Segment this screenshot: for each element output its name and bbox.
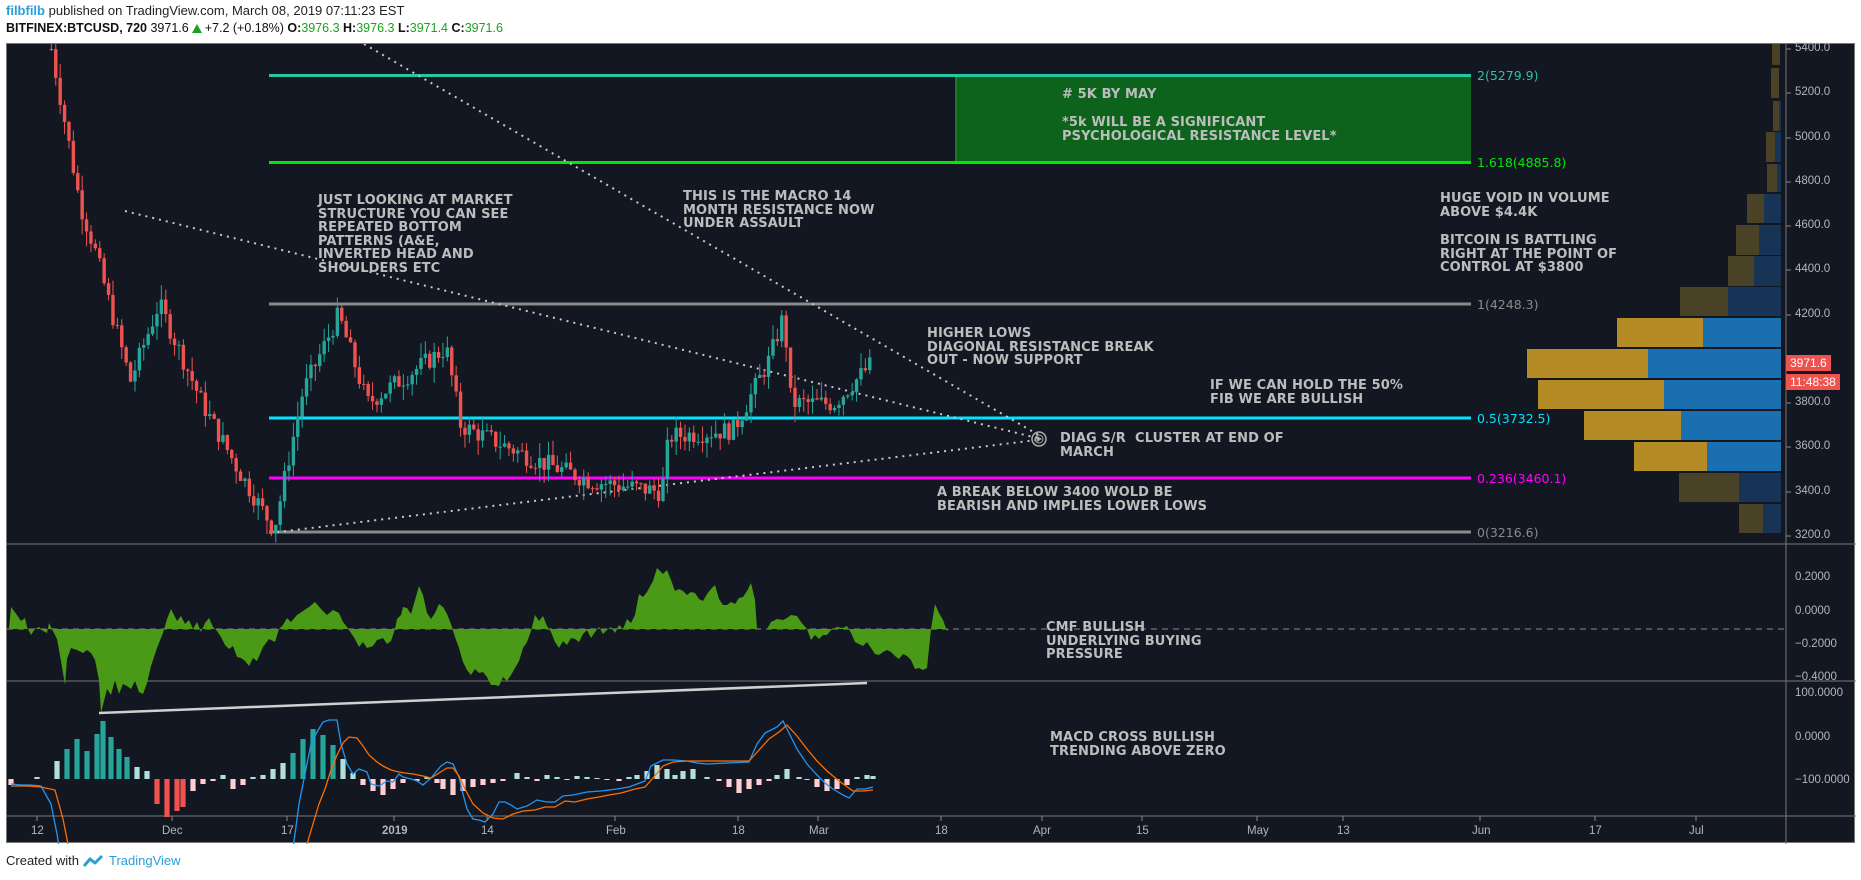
low-label: L:	[397, 21, 410, 35]
chart-area[interactable]: 2(5279.9) 1.618(4885.8) 1(4248.3) 0.5(37…	[6, 42, 1856, 844]
cmf-tick: −0.2000	[1795, 638, 1837, 650]
fib-label-2: 2(5279.9)	[1477, 68, 1539, 83]
low-value: 3971.4	[409, 21, 448, 35]
cmf-trendline[interactable]	[98, 681, 868, 715]
cmf-tick: 0.2000	[1795, 571, 1831, 583]
annotation-poc[interactable]: BITCOIN IS BATTLING RIGHT AT THE POINT O…	[1440, 233, 1618, 275]
time-tick: 12	[31, 825, 44, 837]
annotation-volume-void[interactable]: HUGE VOID IN VOLUME ABOVE $4.4K	[1440, 191, 1610, 220]
fib-label-05: 0.5(3732.5)	[1477, 411, 1551, 426]
fib-label-1618: 1.618(4885.8)	[1477, 155, 1567, 170]
time-tick: 18	[935, 825, 948, 837]
cmf-tick: 0.0000	[1795, 605, 1831, 617]
time-tick: 2019	[382, 825, 408, 837]
annotation-higher-lows[interactable]: HIGHER LOWS DIAGONAL RESISTANCE BREAK OU…	[927, 326, 1154, 368]
macd-tick: 100.0000	[1795, 687, 1843, 699]
price-tick: 3800.0	[1795, 396, 1831, 408]
price-tick: 5400.0	[1795, 42, 1831, 54]
high-label: H:	[343, 21, 357, 35]
high-value: 3976.3	[356, 21, 395, 35]
macd-tick: −100.0000	[1795, 774, 1850, 786]
time-axis-ticks	[36, 816, 1697, 821]
annotation-5k-title[interactable]: # 5K BY MAY	[1062, 87, 1157, 102]
current-price-tag: 3971.6	[1786, 355, 1831, 371]
time-tick: Feb	[606, 825, 626, 837]
annotation-hold-fib[interactable]: IF WE CAN HOLD THE 50% FIB WE ARE BULLIS…	[1210, 378, 1403, 407]
annotation-cmf[interactable]: CMF BULLISH UNDERLYING BUYING PRESSURE	[1046, 620, 1202, 662]
volume-profile	[1527, 44, 1781, 533]
candlestick-series[interactable]	[49, 44, 872, 543]
macd-tick: 0.0000	[1795, 731, 1831, 743]
price-axis-ticks	[1786, 48, 1791, 537]
tradingview-logo-icon	[82, 854, 104, 867]
last-price: 3971.6	[150, 21, 189, 35]
annotation-macd[interactable]: MACD CROSS BULLISH TRENDING ABOVE ZERO	[1050, 730, 1226, 759]
up-arrow-icon	[191, 24, 202, 33]
price-tick: 4600.0	[1795, 219, 1831, 231]
time-tick: Dec	[162, 825, 183, 837]
price-tick: 3400.0	[1795, 485, 1831, 497]
time-tick: Jun	[1472, 825, 1491, 837]
price-change: +7.2 (+0.18%)	[204, 21, 284, 35]
time-tick: Mar	[809, 825, 829, 837]
created-with-text: Created with	[6, 853, 79, 868]
open-label: O:	[287, 21, 302, 35]
price-tick: 5200.0	[1795, 86, 1831, 98]
annotation-market-structure[interactable]: JUST LOOKING AT MARKET STRUCTURE YOU CAN…	[318, 193, 513, 276]
open-value: 3976.3	[301, 21, 340, 35]
close-value: 3971.6	[464, 21, 503, 35]
footer: Created with TradingView	[6, 853, 181, 868]
symbol-name: BITFINEX:BTCUSD, 720	[6, 21, 147, 35]
time-tick: 15	[1136, 825, 1149, 837]
author-link[interactable]: filbfilb	[6, 3, 45, 18]
signal-line[interactable]	[11, 724, 874, 844]
price-tick: 3600.0	[1795, 440, 1831, 452]
time-tick: 17	[281, 825, 294, 837]
fib-label-0: 0(3216.6)	[1477, 525, 1539, 540]
fib-label-1: 1(4248.3)	[1477, 297, 1539, 312]
cmf-area[interactable]	[9, 568, 949, 713]
target-circle-icon[interactable]	[1031, 431, 1047, 447]
price-tick: 4800.0	[1795, 175, 1831, 187]
close-label: C:	[451, 21, 465, 35]
publish-info: filbfilb published on TradingView.com, M…	[6, 3, 404, 18]
price-tick: 4400.0	[1795, 263, 1831, 275]
annotation-break-below[interactable]: A BREAK BELOW 3400 WOLD BE BEARISH AND I…	[937, 485, 1208, 514]
time-tick: 18	[732, 825, 745, 837]
price-tick: 3200.0	[1795, 529, 1831, 541]
price-tick: 5000.0	[1795, 131, 1831, 143]
time-tick: May	[1247, 825, 1269, 837]
fib-label-0236: 0.236(3460.1)	[1477, 471, 1567, 486]
tradingview-link[interactable]: TradingView	[108, 853, 181, 868]
annotation-diag-cluster[interactable]: DIAG S/R CLUSTER AT END OF MARCH	[1060, 431, 1284, 460]
price-tick: 4200.0	[1795, 308, 1831, 320]
annotation-macro-resistance[interactable]: THIS IS THE MACRO 14 MONTH RESISTANCE NO…	[683, 189, 875, 231]
annotation-5k-body[interactable]: *5k WILL BE A SIGNIFICANT PSYCHOLOGICAL …	[1062, 115, 1337, 144]
macd-line[interactable]	[10, 719, 874, 844]
cmf-tick: −0.4000	[1795, 671, 1837, 683]
macd-histogram[interactable]	[8, 721, 876, 817]
time-tick: 14	[481, 825, 494, 837]
time-tick: 17	[1589, 825, 1602, 837]
chart-canvas[interactable]	[7, 44, 1856, 844]
time-tick: 13	[1337, 825, 1350, 837]
target-zone-box[interactable]	[956, 75, 1471, 162]
time-tick: Apr	[1033, 825, 1051, 837]
published-text: published on TradingView.com, March 08, …	[48, 3, 405, 18]
countdown-tag: 11:48:38	[1786, 374, 1840, 390]
time-tick: Jul	[1689, 825, 1704, 837]
trendlines[interactable]	[124, 44, 1043, 534]
symbol-info-bar: BITFINEX:BTCUSD, 720 3971.6 +7.2 (+0.18%)…	[6, 21, 503, 35]
